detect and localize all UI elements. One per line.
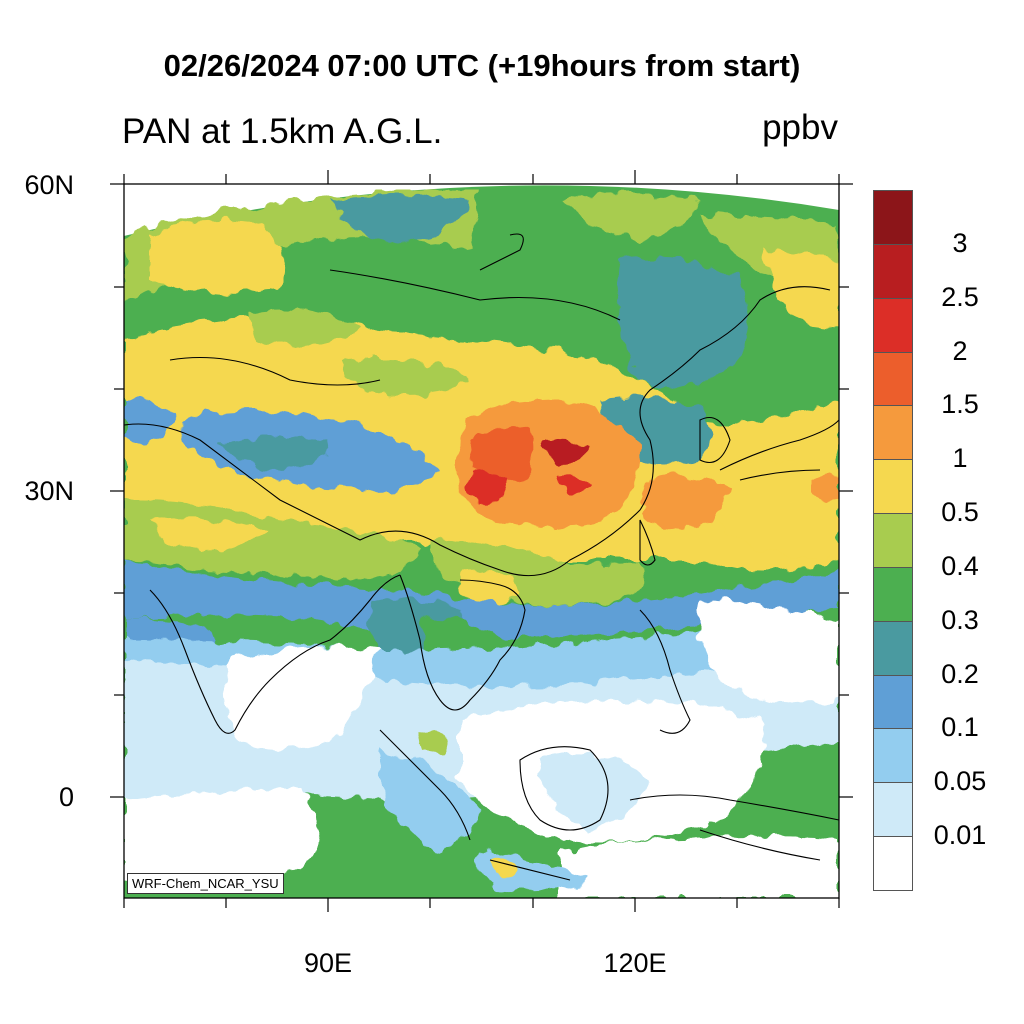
- lon-label-90e: 90E: [303, 948, 353, 978]
- colorbar-label: 2.5: [941, 281, 979, 312]
- variable-title: PAN at 1.5km A.G.L.: [122, 112, 443, 151]
- plot-frame: [123, 183, 840, 899]
- lat-label-60n: 60N: [24, 170, 74, 200]
- colorbar-label: 0.5: [941, 497, 979, 528]
- colorbar-box: [873, 297, 913, 353]
- colorbar-box: [873, 836, 913, 891]
- colorbar-label: 1: [952, 443, 968, 474]
- colorbar-box: [873, 566, 913, 622]
- colorbar-box: [873, 351, 913, 407]
- colorbar-box: [873, 674, 913, 730]
- concentration-field: [124, 185, 839, 898]
- units-label: ppbv: [762, 108, 838, 147]
- colorbar-label: 0.4: [941, 550, 979, 581]
- colorbar-label: 0.05: [933, 766, 987, 797]
- colorbar-label: 1.5: [941, 389, 979, 420]
- model-credit: WRF-Chem_NCAR_YSU: [127, 873, 284, 894]
- colorbar-box: [873, 459, 913, 515]
- colorbar-box: [873, 620, 913, 676]
- lat-label-0: 0: [58, 782, 74, 812]
- map-title: 02/26/2024 07:00 UTC (+19hours from star…: [163, 48, 801, 83]
- colorbar-box: [873, 405, 913, 461]
- colorbar-label: 0.1: [941, 712, 979, 743]
- colorbar-label: 3: [952, 227, 968, 258]
- colorbar-label: 0.2: [941, 658, 979, 689]
- colorbar-box: [873, 190, 913, 245]
- frame-ticks: [110, 170, 853, 912]
- colorbar-label: 0.3: [941, 604, 979, 635]
- lat-label-30n: 30N: [24, 476, 74, 506]
- colorbar-label: 2: [952, 335, 968, 366]
- lon-label-120e: 120E: [603, 948, 667, 978]
- colorbar-box: [873, 513, 913, 568]
- colorbar-box: [873, 728, 913, 784]
- coastlines: [124, 233, 839, 881]
- colorbar-box: [873, 243, 913, 299]
- colorbar-label: 0.01: [933, 820, 987, 851]
- colorbar: [873, 190, 915, 891]
- colorbar-box: [873, 782, 913, 838]
